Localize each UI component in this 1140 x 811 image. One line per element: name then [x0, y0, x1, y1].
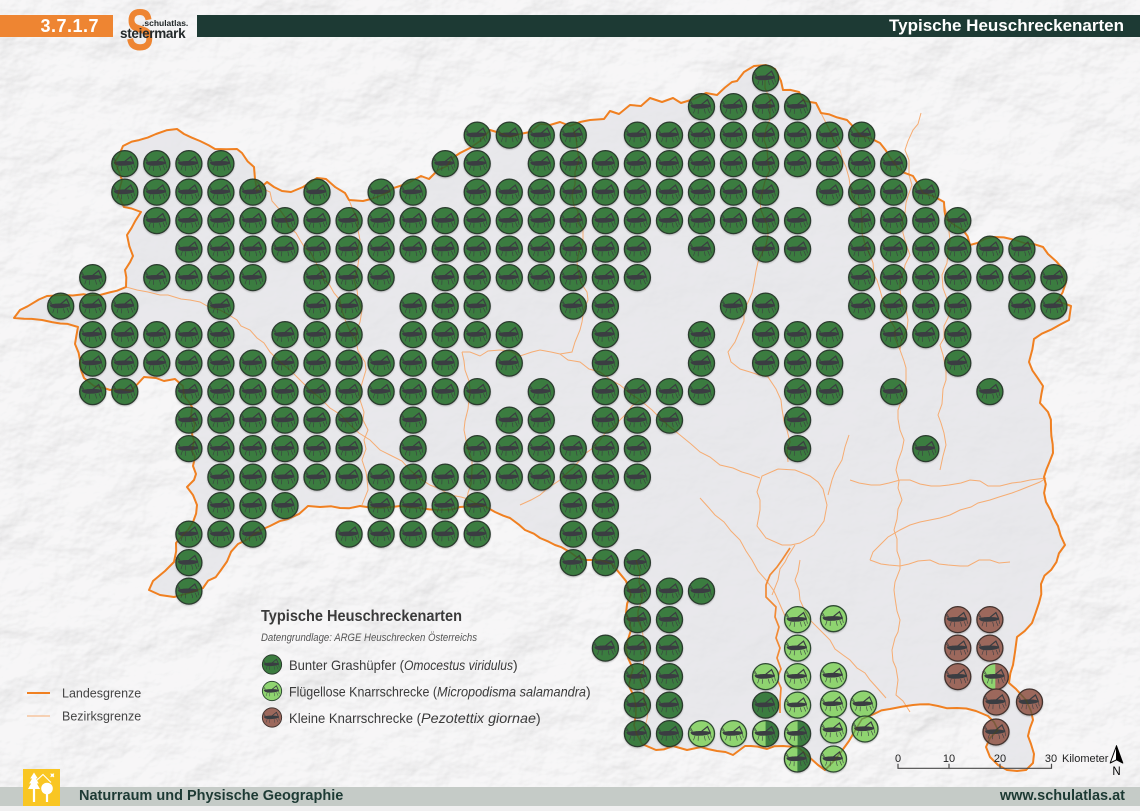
svg-text:Bezirksgrenze: Bezirksgrenze: [62, 710, 141, 724]
svg-text:Landesgrenze: Landesgrenze: [62, 687, 141, 701]
svg-text:Micropodisma salamandra: Micropodisma salamandra: [437, 684, 586, 700]
svg-text:N: N: [1112, 766, 1120, 778]
svg-text:Typische Heuschreckenarten: Typische Heuschreckenarten: [261, 608, 462, 625]
svg-text:Kleine Knarrschrecke (: Kleine Knarrschrecke (: [289, 710, 421, 726]
svg-text:Bunter Grashüpfer (: Bunter Grashüpfer (: [289, 657, 404, 673]
svg-text:S: S: [126, 0, 154, 63]
svg-text:20: 20: [994, 753, 1006, 765]
svg-text:): ): [513, 657, 518, 673]
svg-text:0: 0: [895, 753, 901, 765]
svg-text:Pezotettix giornae: Pezotettix giornae: [421, 710, 536, 726]
svg-text:Omocestus viridulus: Omocestus viridulus: [404, 657, 513, 673]
svg-text:): ): [536, 710, 541, 726]
svg-text:Datengrundlage: ARGE Heuschrec: Datengrundlage: ARGE Heuschrecken Österr…: [261, 632, 478, 644]
svg-text:.schulatlas.: .schulatlas.: [142, 18, 188, 28]
svg-text:10: 10: [943, 753, 955, 765]
svg-text:steiermark: steiermark: [120, 26, 186, 41]
svg-text:): ): [586, 684, 591, 700]
svg-text:30: 30: [1045, 753, 1057, 765]
svg-text:Flügellose Knarrschrecke (: Flügellose Knarrschrecke (: [289, 684, 437, 700]
svg-text:Kilometer: Kilometer: [1062, 753, 1109, 765]
